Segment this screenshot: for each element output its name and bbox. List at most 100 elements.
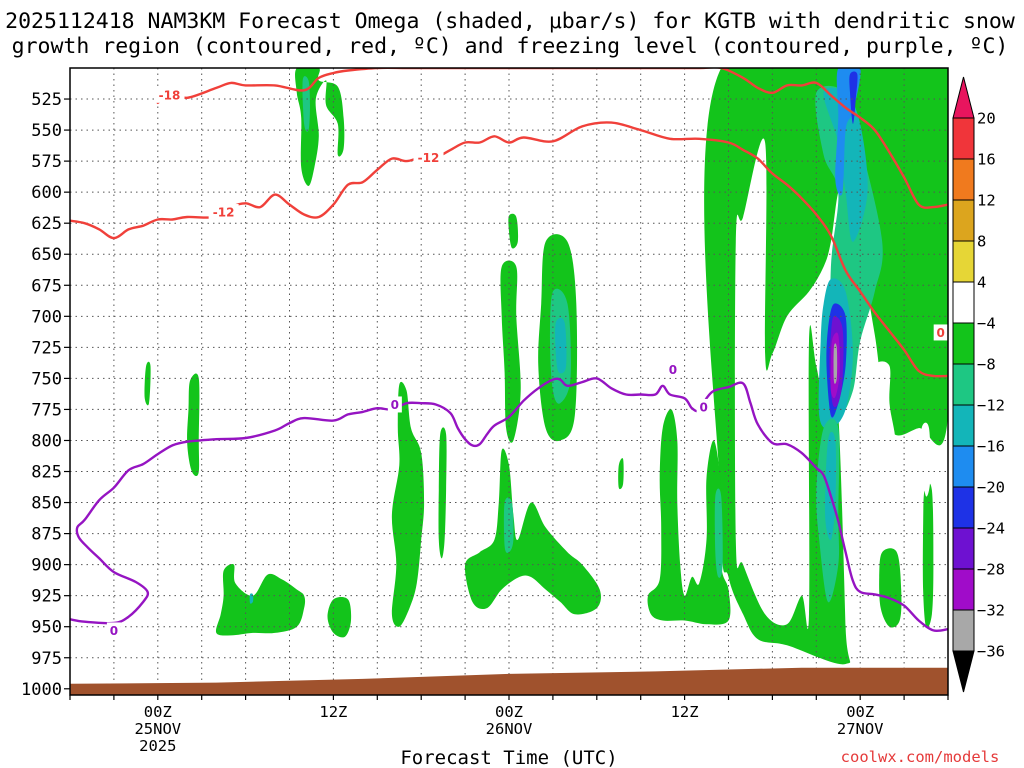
y-tick-label-675: 675 (31, 276, 62, 296)
omega-shade-region-41 (472, 610, 542, 667)
omega-shade-region-11 (825, 431, 837, 541)
y-tick-label-850: 850 (31, 494, 62, 514)
chart-title-line-1: 2025112418 NAM3KM Forecast Omega (shaded… (5, 9, 1015, 34)
contour-label-bg-3 (933, 324, 948, 341)
colorbar-segment-10 (952, 527, 975, 570)
y-tick-label-650: 650 (31, 245, 62, 265)
colorbar-top-arrow (952, 76, 975, 119)
colorbar-label-10: −24 (977, 520, 1005, 538)
colorbar-label-1: 16 (977, 151, 996, 169)
y-tick-label-975: 975 (31, 649, 62, 669)
temperature-contours: -18 -12 -12 0 0 0 0 0 (70, 68, 948, 639)
colorbar-label-4: 4 (977, 274, 986, 292)
contour-label-4: 0 (110, 624, 118, 638)
contour-label-0: -18 (159, 88, 181, 102)
credit-link[interactable]: coolwx.com/models (841, 748, 1000, 766)
omega-shade-region-34 (922, 482, 934, 629)
omega-shade-region-31 (249, 593, 254, 604)
omega-shade-region-37 (634, 386, 651, 480)
y-tick-label-825: 825 (31, 463, 62, 483)
omega-shade-region-9 (833, 343, 838, 384)
omega-shade-region-12 (295, 68, 345, 186)
omega-shade-region-20 (555, 317, 567, 374)
x-tick-year-0: 2025 (139, 737, 176, 755)
terrain-ground-fill (70, 667, 948, 695)
omega-shade-region-0 (704, 68, 948, 665)
y-tick-label-900: 900 (31, 556, 62, 576)
y-tick-label-1000: 1000 (21, 680, 62, 700)
omega-shade-region-33 (879, 548, 902, 628)
colorbar-label-9: −20 (977, 479, 1005, 497)
contour-label-6: 0 (669, 363, 677, 377)
contour-label-bg-6 (665, 361, 680, 378)
omega-shade-region-27 (618, 458, 624, 490)
contour-label-3: 0 (937, 326, 945, 340)
omega-shade-region-25 (464, 448, 601, 615)
y-tick-label-750: 750 (31, 369, 62, 389)
omega-shade-region-22 (144, 361, 151, 406)
y-tick-label-525: 525 (31, 90, 62, 110)
colorbar-label-8: −16 (977, 438, 1005, 456)
x-tick-label-2: 00Z (495, 703, 523, 721)
omega-shading (144, 68, 948, 667)
y-tick-label-875: 875 (31, 525, 62, 545)
omega-shade-region-40 (845, 522, 858, 590)
colorbar-segment-4 (952, 281, 975, 324)
contour-label-bg-5 (387, 396, 402, 413)
colorbar-label-11: −28 (977, 561, 1005, 579)
omega-shade-region-2 (823, 87, 868, 242)
colorbar-segment-9 (952, 486, 975, 529)
colorbar-label-2: 12 (977, 192, 996, 210)
x-axis-title: Forecast Time (UTC) (400, 747, 617, 768)
omega-shade-region-21 (187, 373, 200, 477)
colorbar-bottom-arrow (952, 650, 975, 693)
contour-label-bg-4 (106, 622, 121, 639)
omega-shade-region-32 (327, 596, 352, 638)
y-tick-label-625: 625 (31, 214, 62, 234)
contour-line-0 (156, 68, 948, 209)
x-tick-label-4: 00Z (846, 703, 874, 721)
x-tick-label-1: 12Z (319, 703, 347, 721)
y-tick-label-575: 575 (31, 152, 62, 172)
colorbar-segment-3 (952, 240, 975, 283)
omega-shade-region-30 (215, 563, 306, 636)
contour-label-1: -12 (418, 151, 440, 165)
contour-label-bg-1 (413, 149, 444, 166)
contour-label-bg-7 (696, 398, 711, 415)
x-tick-date-4: 27NOV (837, 720, 884, 738)
colorbar-label-0: 20 (977, 110, 996, 128)
omega-shade-region-36 (920, 422, 931, 497)
omega-shade-region-16 (508, 213, 519, 249)
y-tick-label-925: 925 (31, 587, 62, 607)
x-tick-label-3: 12Z (671, 703, 699, 721)
colorbar-label-3: 8 (977, 233, 986, 251)
omega-shade-region-39 (764, 516, 772, 561)
pressure-axis: 525 550 575 600 625 650 675 700 725 750 775 800 825 8… (21, 90, 70, 700)
x-tick-label-0: 00Z (144, 703, 172, 721)
chart-title-line-2: growth region (contoured, red, ºC) and f… (12, 34, 1009, 59)
omega-shade-region-38 (692, 424, 701, 473)
colorbar-label-12: −32 (977, 602, 1005, 620)
colorbar-segment-12 (952, 609, 975, 652)
contour-line-2 (70, 377, 948, 633)
omega-shade-region-15 (469, 162, 489, 281)
y-tick-label-800: 800 (31, 431, 62, 451)
contour-label-bg-0 (154, 86, 185, 103)
colorbar-label-7: −12 (977, 397, 1005, 415)
colorbar-label-6: −8 (977, 356, 996, 374)
colorbar-label-13: −36 (977, 643, 1005, 661)
y-tick-label-775: 775 (31, 400, 62, 420)
y-tick-label-600: 600 (31, 183, 62, 203)
colorbar-segment-7 (952, 404, 975, 447)
y-tick-label-950: 950 (31, 618, 62, 638)
colorbar-segment-8 (952, 445, 975, 488)
colorbar: 20 16 12 8 4 −4 −8 −12 −16 −20 −24 −28 −32 −36 (952, 76, 1005, 693)
colorbar-label-5: −4 (977, 315, 996, 333)
x-tick-date-0: 25NOV (134, 720, 181, 738)
omega-shade-region-17 (500, 260, 521, 443)
omega-shade-region-14 (407, 68, 420, 144)
omega-shade-region-23 (391, 381, 425, 627)
x-tick-date-2: 26NOV (486, 720, 533, 738)
